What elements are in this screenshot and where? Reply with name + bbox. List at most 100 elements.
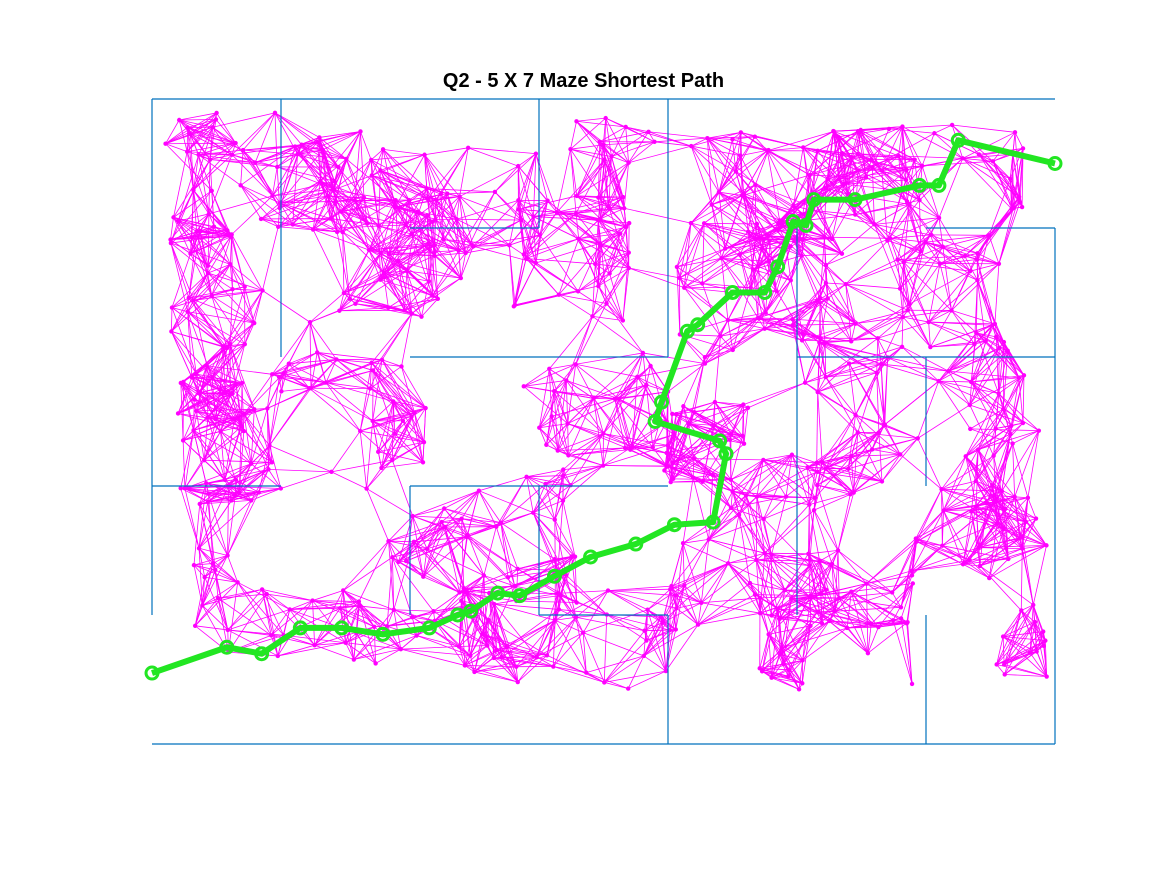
prm-edge [679,277,729,321]
prm-edge [742,149,769,196]
prm-edge [1002,408,1012,426]
prm-edge [183,431,221,441]
prm-edge [570,121,577,150]
prm-node [369,173,375,178]
prm-edge [604,655,645,683]
prm-edge [237,582,272,636]
prm-edge [611,156,625,209]
prm-edge [456,219,467,254]
prm-edge [609,233,621,274]
prm-node [543,481,548,487]
prm-node [623,124,628,130]
prm-node [974,257,980,262]
prm-edge [703,222,763,250]
prm-edge [603,444,668,466]
prm-node [258,216,264,222]
prm-edge [600,245,607,304]
prm-graph [163,110,1049,692]
prm-edge [993,433,1011,503]
prm-node [367,386,373,391]
prm-edge [479,575,485,605]
prm-edge [198,547,228,556]
prm-edge [909,250,922,305]
prm-edge [553,364,577,392]
prm-edge [899,288,909,311]
prm-node [512,302,518,308]
prm-node [406,197,412,203]
prm-edge [388,521,442,542]
prm-edge [603,433,668,446]
prm-edge [231,195,273,235]
prm-edge [261,589,290,610]
prm-edge [817,391,823,462]
prm-edge [794,240,847,285]
prm-edge [975,332,1000,394]
prm-edge [837,136,849,195]
prm-edge [819,342,882,365]
prm-edge [704,317,759,358]
prm-node [552,618,558,623]
prm-edge [317,352,383,361]
prm-edge [183,365,207,383]
prm-edge [406,270,461,279]
prm-edge [576,120,612,157]
prm-edge [727,562,786,591]
prm-edge [813,461,823,511]
prm-edge [675,562,729,596]
prm-edge [466,490,480,538]
prm-edge [231,112,276,155]
prm-edge [777,608,818,613]
prm-edge [825,187,875,225]
prm-edge [568,449,631,456]
prm-node [523,256,529,261]
prm-edge [743,382,806,405]
prm-edge [378,224,406,227]
prm-edge [170,234,232,244]
prm-node [252,407,257,412]
prm-edge [288,322,311,364]
prm-edge [1032,604,1045,646]
prm-edge [370,149,384,161]
prm-edge [322,149,347,160]
prm-edge [853,432,880,493]
prm-edge [877,321,929,339]
prm-edge [586,672,629,689]
prm-edge [979,521,1027,567]
prm-edge [523,254,560,295]
prm-edge [459,165,519,197]
prm-node [191,298,196,303]
prm-node [702,355,708,360]
prm-edge [725,240,795,249]
prm-node [351,657,357,662]
prm-edge [211,295,228,349]
prm-edge [500,522,555,560]
prm-edge [229,290,263,345]
prm-edge [810,159,872,195]
prm-edge [951,263,1000,311]
prm-edge [887,204,910,241]
prm-edge [644,630,667,672]
prm-edge [728,552,765,564]
prm-edge [771,677,800,690]
prm-edge [215,119,236,144]
prm-edge [901,346,939,382]
prm-edge [711,191,720,205]
prm-node [531,510,536,515]
prm-edge [1032,604,1046,641]
prm-edge [998,347,1000,394]
prm-edge [342,556,393,591]
prm-edge [938,217,944,247]
prm-edge [332,189,344,233]
prm-edge [697,582,751,625]
prm-node [227,342,233,347]
prm-edge [794,236,825,242]
prm-node [792,239,797,244]
prm-edge [413,541,428,550]
prm-edge [998,393,1040,431]
prm-edge [395,199,430,244]
prm-edge [881,438,919,482]
prm-edge [986,443,1013,504]
prm-edge [874,217,940,225]
prm-edge [978,497,1029,548]
prm-node [295,152,300,157]
